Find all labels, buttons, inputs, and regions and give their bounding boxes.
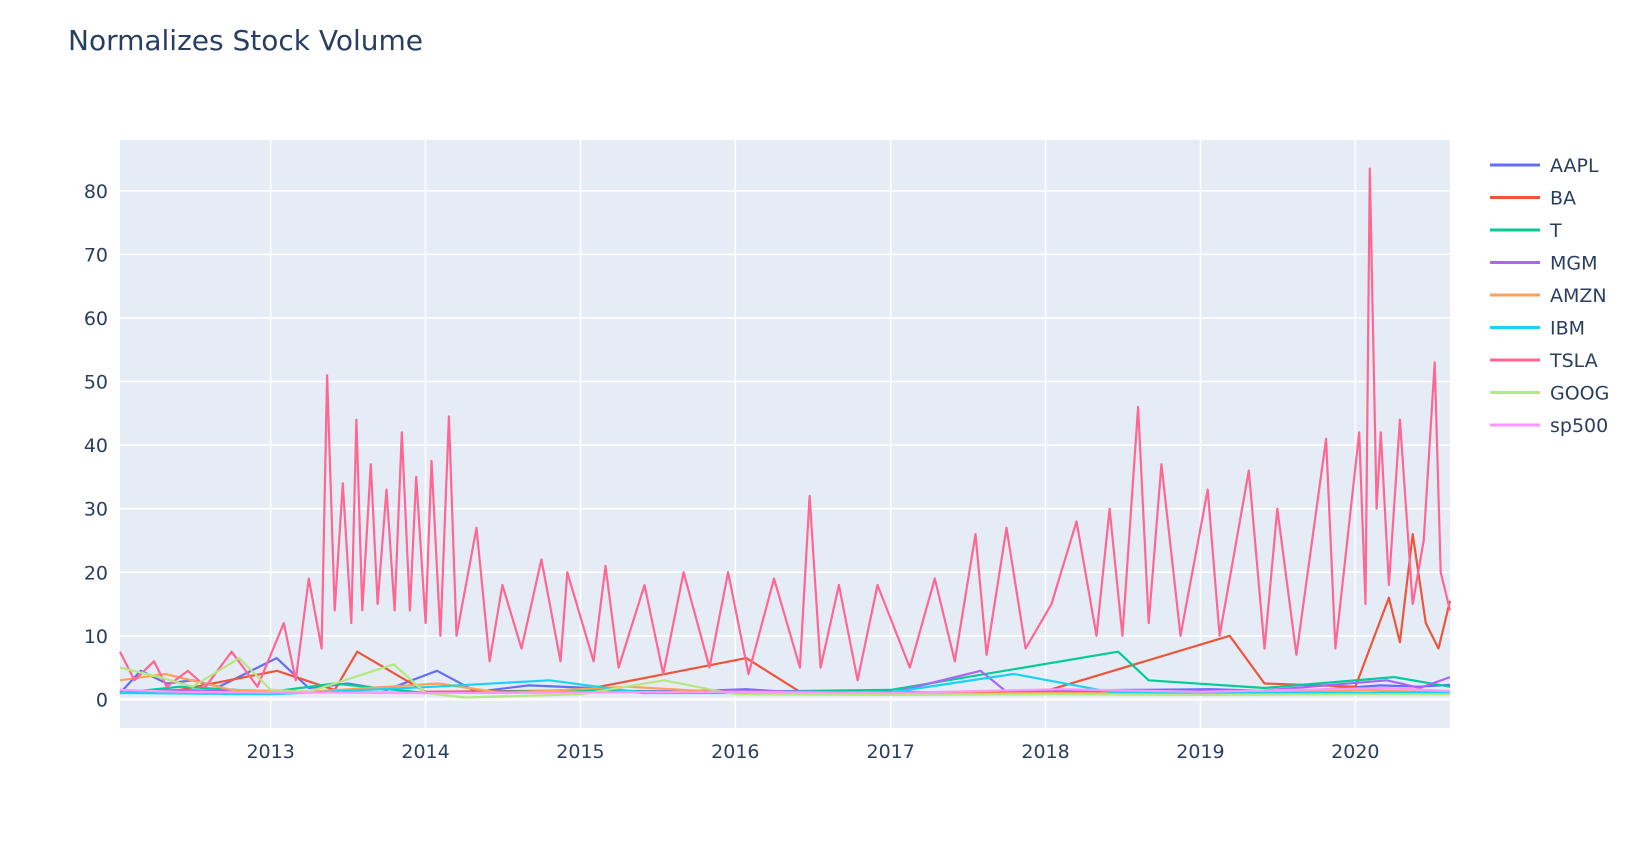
legend-item-ibm[interactable]: IBM — [1490, 318, 1585, 340]
x-tick-label: 2016 — [711, 741, 759, 763]
legend-label: GOOG — [1550, 383, 1609, 405]
x-tick-label: 2019 — [1176, 741, 1224, 763]
legend-label: sp500 — [1550, 415, 1608, 437]
y-tick-label: 50 — [84, 372, 108, 394]
y-tick-label: 60 — [84, 308, 108, 330]
series-line-sp500 — [119, 686, 1451, 695]
legend-item-tsla[interactable]: TSLA — [1490, 350, 1598, 372]
legend-item-amzn[interactable]: AMZN — [1490, 285, 1607, 307]
series-line-goog — [119, 657, 1450, 699]
legend-label: T — [1549, 220, 1562, 242]
x-tick-label: 2018 — [1021, 741, 1069, 763]
plot-background — [120, 140, 1450, 728]
legend-label: BA — [1550, 188, 1576, 210]
series-line-aapl — [119, 657, 1451, 695]
grid — [120, 140, 1450, 728]
y-tick-label: 70 — [84, 244, 108, 266]
legend-label: AAPL — [1550, 155, 1599, 177]
y-tick-label: 80 — [84, 181, 108, 203]
legend-label: AMZN — [1550, 285, 1607, 307]
legend-label: MGM — [1550, 253, 1598, 275]
x-tick-label: 2015 — [556, 741, 604, 763]
y-tick-label: 20 — [84, 562, 108, 584]
legend-item-goog[interactable]: GOOG — [1490, 383, 1609, 405]
y-tick-label: 30 — [84, 499, 108, 521]
legend-item-ba[interactable]: BA — [1490, 188, 1576, 210]
legend-item-t[interactable]: T — [1490, 220, 1562, 242]
x-tick-label: 2014 — [401, 741, 449, 763]
chart-title: Normalizes Stock Volume — [68, 24, 424, 57]
series-lines — [119, 167, 1452, 699]
series-line-tsla — [119, 167, 1452, 688]
legend-item-sp500[interactable]: sp500 — [1490, 415, 1608, 437]
legend-item-aapl[interactable]: AAPL — [1490, 155, 1599, 177]
y-tick-label: 10 — [84, 626, 108, 648]
y-tick-label: 0 — [96, 689, 108, 711]
legend[interactable]: AAPL BA T MGM AMZN IBM TSLA GOOG sp500 — [1490, 155, 1609, 437]
series-line-ibm — [119, 672, 1451, 696]
y-tick-label: 40 — [84, 435, 108, 457]
legend-item-mgm[interactable]: MGM — [1490, 253, 1598, 275]
axes: 0 10 20 30 40 50 60 70 80 2013 2014 2015 2016 2017 201… — [84, 181, 1380, 763]
legend-label: IBM — [1550, 318, 1585, 340]
x-tick-label: 2017 — [866, 741, 914, 763]
x-tick-label: 2020 — [1331, 741, 1379, 763]
x-tick-label: 2013 — [246, 741, 294, 763]
legend-label: TSLA — [1549, 350, 1598, 372]
